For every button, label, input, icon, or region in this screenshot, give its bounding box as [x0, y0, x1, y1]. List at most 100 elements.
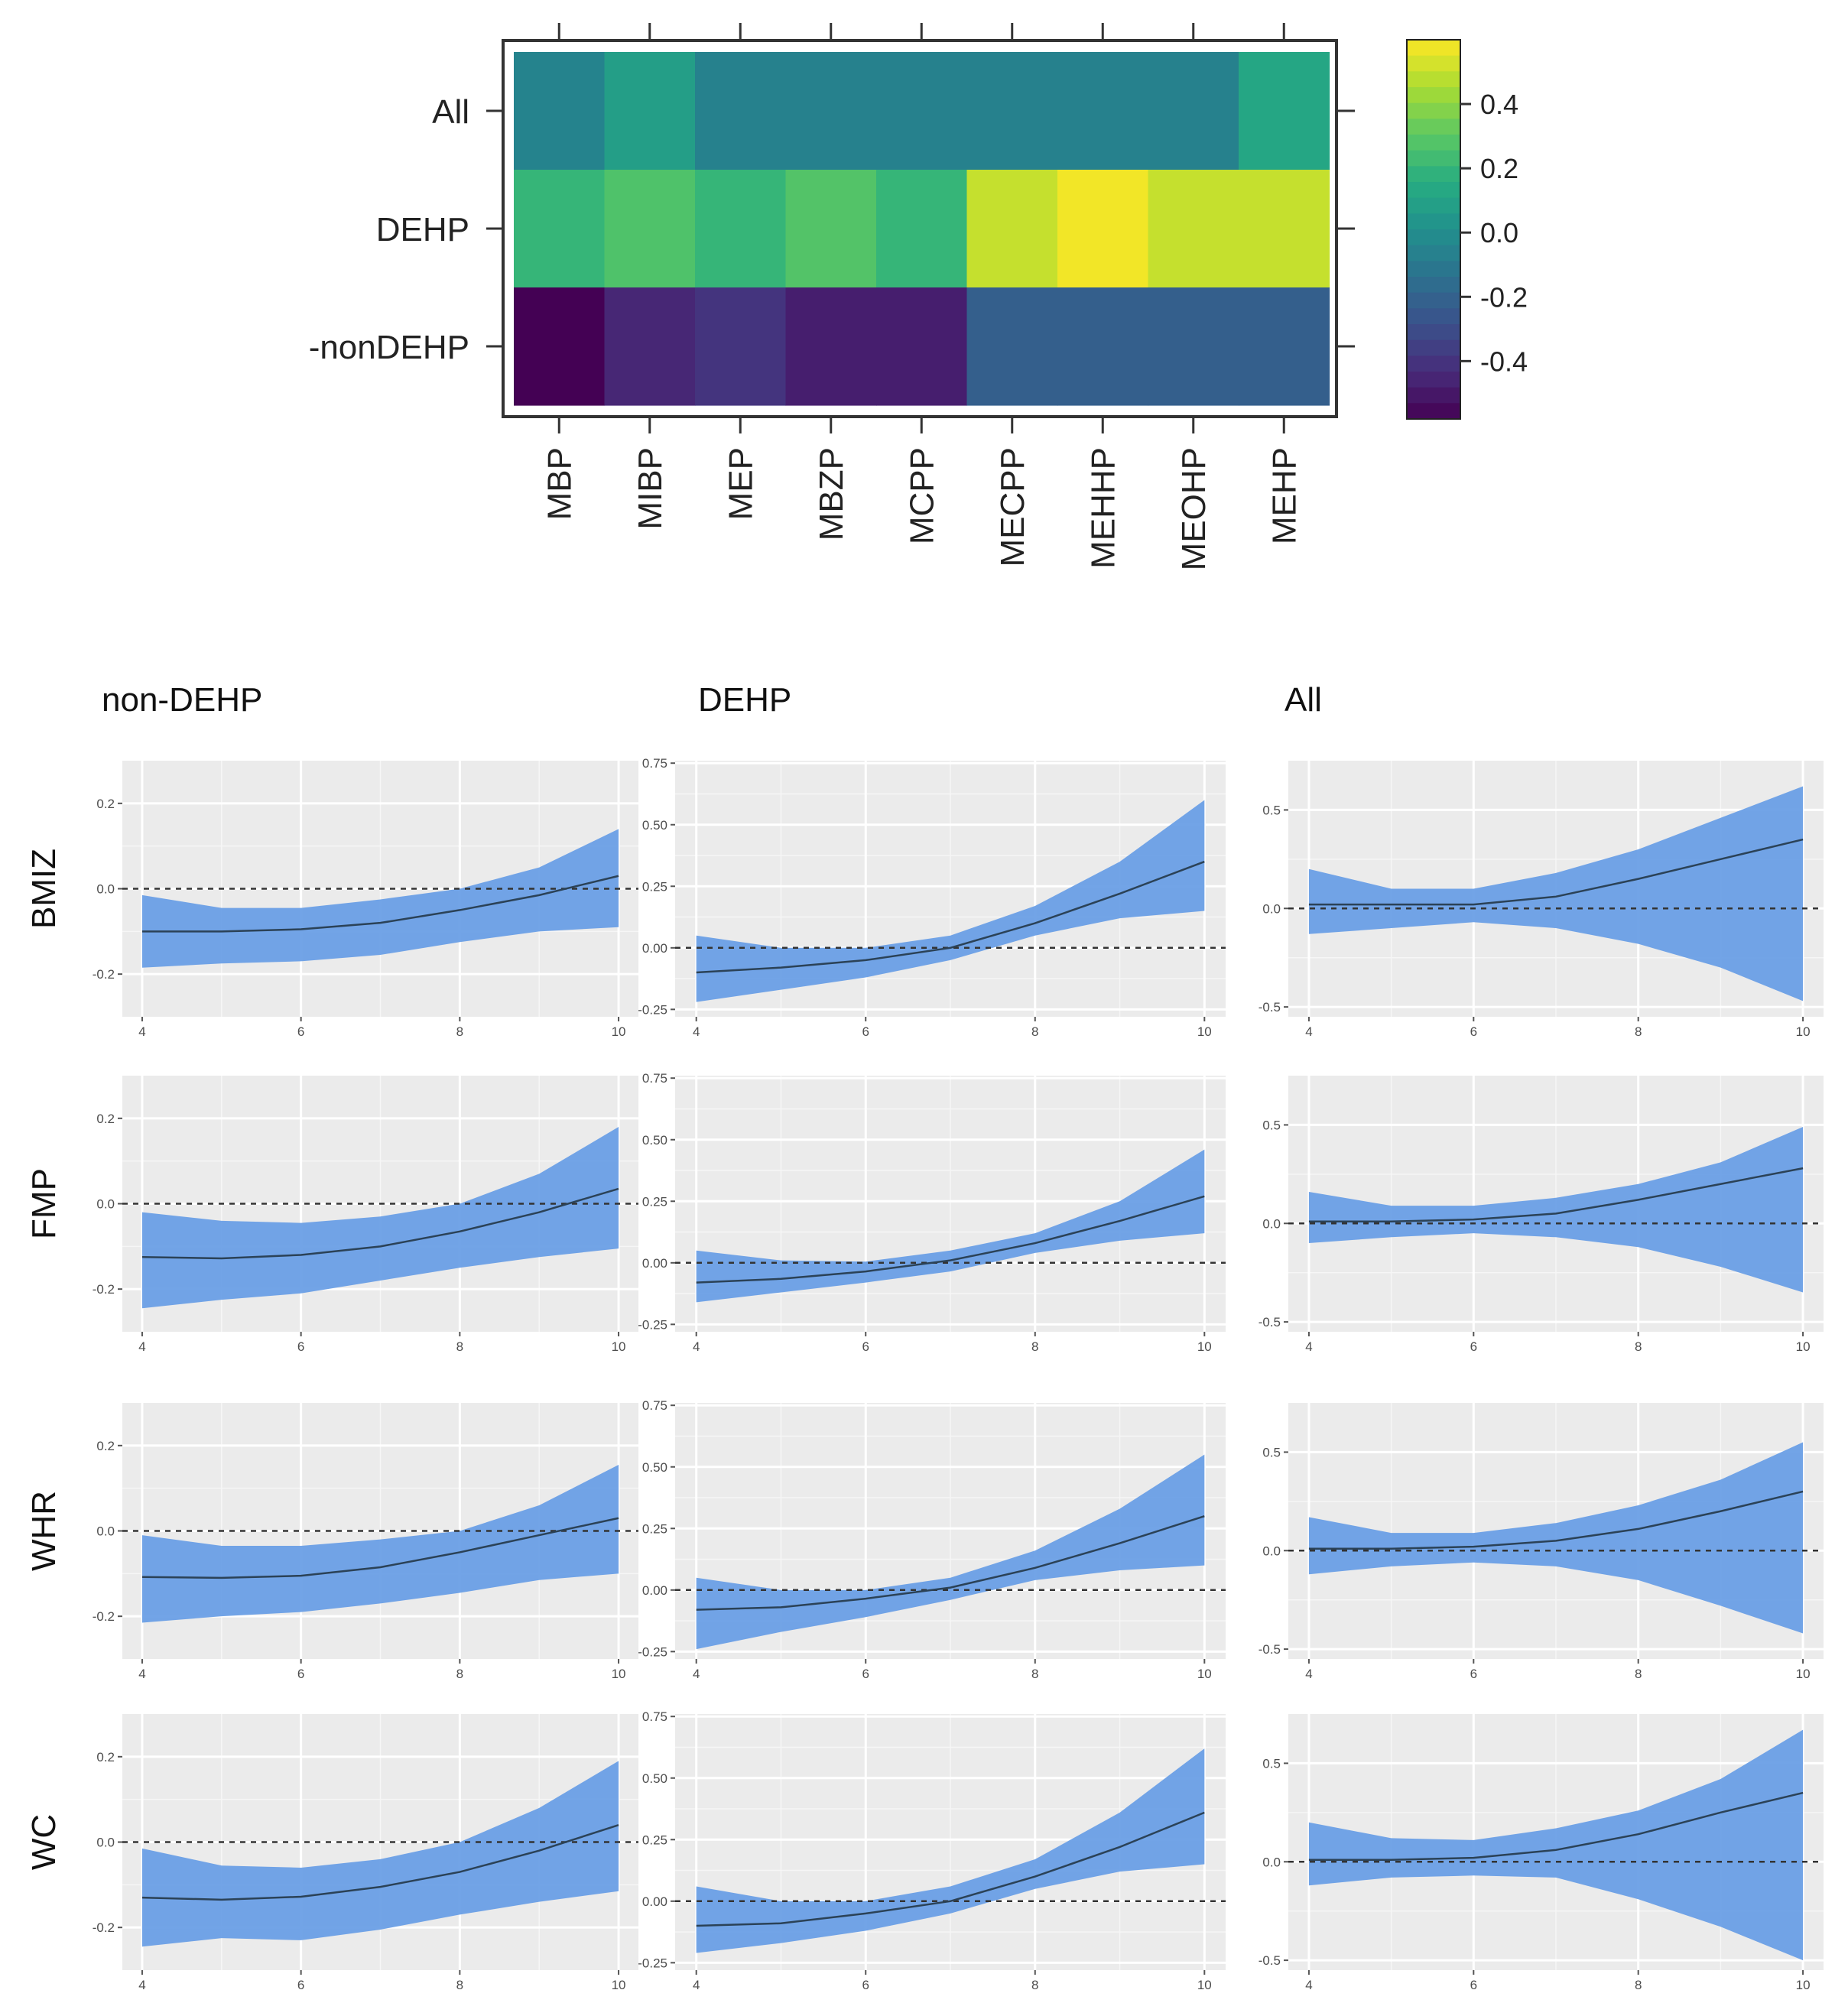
y-tick-label: 0.0	[96, 1197, 115, 1212]
colorbar-step	[1407, 229, 1460, 246]
colorbar-step	[1407, 372, 1460, 388]
fit-line	[696, 1514, 1205, 1611]
colorbar-step	[1407, 166, 1460, 183]
colorbar-tick-label: -0.4	[1480, 346, 1528, 377]
facet-grid: non-DEHP DEHP All BMIZ FMP WHR WC -0.2 0.0 0.2 4 6 8…	[25, 681, 1824, 1992]
y-tick-label: 0.5	[1262, 1118, 1281, 1132]
x-tick-label: 8	[1635, 1024, 1642, 1039]
facet-panel: -0.2 0.0 0.2 4 6 8 10	[93, 761, 638, 1039]
y-tick-label: -0.2	[93, 1609, 115, 1624]
confidence-band	[141, 829, 619, 968]
x-tick-label: 8	[1031, 1667, 1038, 1681]
x-tick-label: 10	[612, 1978, 626, 1992]
row-label: DEHP	[376, 211, 469, 248]
heatmap-cell	[785, 170, 877, 288]
colorbar-step	[1407, 135, 1460, 151]
x-tick-label: 8	[1031, 1978, 1038, 1992]
x-tick-label: 4	[1305, 1339, 1312, 1354]
y-tick-label: -0.2	[93, 967, 115, 982]
fit-line	[141, 1187, 619, 1260]
colorbar-step	[1407, 308, 1460, 325]
x-tick-label: 10	[1197, 1667, 1212, 1681]
y-tick-label: 0.00	[642, 941, 667, 956]
y-tick-label: 0.5	[1262, 803, 1281, 817]
x-tick-label: 10	[1197, 1024, 1212, 1039]
heatmap: All DEHP -nonDEHP MBP MIBP MEP MBZP MCPP MECPP ME…	[309, 23, 1355, 570]
x-tick-label: 6	[862, 1667, 869, 1681]
confidence-band	[1308, 1442, 1804, 1634]
x-tick-label: 4	[693, 1667, 700, 1681]
x-tick-label: 6	[1470, 1024, 1477, 1039]
y-tick-label: 0.0	[1262, 1544, 1281, 1558]
facet-panel: -0.2 0.0 0.2 4 6 8 10	[93, 1076, 638, 1354]
fit-line	[1308, 1490, 1804, 1550]
x-tick-label: 10	[1197, 1339, 1212, 1354]
col-label: MEHHP	[1084, 447, 1122, 569]
x-tick-label: 10	[1197, 1978, 1212, 1992]
x-tick-label: 6	[862, 1339, 869, 1354]
y-tick-label: 0.50	[642, 1133, 667, 1148]
heatmap-cell	[876, 170, 968, 288]
x-tick-label: 6	[862, 1024, 869, 1039]
confidence-band	[696, 1748, 1205, 1953]
x-tick-label: 4	[1305, 1978, 1312, 1992]
x-tick-label: 4	[138, 1339, 145, 1354]
colorbar-step	[1407, 277, 1460, 294]
heatmap-cell	[695, 170, 787, 288]
y-tick-label: -0.25	[638, 1317, 667, 1332]
heatmap-cell	[876, 52, 968, 170]
y-tick-label: 0.2	[96, 1112, 115, 1126]
confidence-band	[1308, 1729, 1804, 1961]
y-tick-label: 0.5	[1262, 1445, 1281, 1459]
heatmap-cell	[876, 287, 968, 406]
col-label: MCPP	[903, 447, 940, 544]
colorbar-step	[1407, 261, 1460, 278]
heatmap-cell	[604, 52, 696, 170]
confidence-band	[141, 1127, 619, 1309]
y-tick-label: 0.00	[642, 1583, 667, 1598]
col-label: MEOHP	[1175, 447, 1213, 570]
y-tick-label: 0.00	[642, 1894, 667, 1909]
colorbar: 0.4 0.2 0.0 -0.2 -0.4	[1406, 39, 1528, 420]
colorbar-border	[1406, 39, 1461, 420]
fit-line	[141, 1517, 619, 1579]
y-tick-label: 0.0	[1262, 1855, 1281, 1869]
colorbar-step	[1407, 339, 1460, 356]
x-tick-label: 10	[1796, 1667, 1811, 1681]
heatmap-cell	[1239, 287, 1330, 406]
confidence-band	[696, 1149, 1205, 1303]
row-title: FMP	[25, 1168, 63, 1239]
heatmap-cell	[1148, 287, 1239, 406]
heatmap-cell	[966, 170, 1058, 288]
facet-panel: -0.25 0.00 0.25 0.50 0.75 4 6 8 10	[638, 1071, 1226, 1354]
heatmap-cell	[604, 170, 696, 288]
col-label: MECPP	[994, 447, 1031, 566]
x-tick-label: 6	[1470, 1667, 1477, 1681]
colorbar-step	[1407, 182, 1460, 199]
confidence-band	[141, 1761, 619, 1947]
colorbar-step	[1407, 324, 1460, 341]
y-tick-label: 0.75	[642, 1398, 667, 1413]
heatmap-cell	[1148, 170, 1239, 288]
x-tick-label: 8	[1031, 1339, 1038, 1354]
colorbar-step	[1407, 150, 1460, 167]
column-title: All	[1284, 681, 1322, 719]
y-tick-label: 0.75	[642, 756, 667, 771]
heatmap-cell	[966, 287, 1058, 406]
y-tick-label: 0.25	[642, 1194, 667, 1209]
heatmap-cell	[1239, 170, 1330, 288]
x-tick-label: 4	[138, 1667, 145, 1681]
x-tick-label: 8	[1031, 1024, 1038, 1039]
y-tick-label: 0.2	[96, 1750, 115, 1764]
row-label: All	[432, 93, 469, 131]
col-label: MBZP	[813, 447, 850, 541]
row-title: BMIZ	[25, 849, 63, 929]
facet-panel: -0.25 0.00 0.25 0.50 0.75 4 6 8 10	[638, 756, 1226, 1039]
facet-panel: -0.2 0.0 0.2 4 6 8 10	[93, 1403, 638, 1681]
y-tick-label: 0.25	[642, 1833, 667, 1847]
y-tick-label: 0.25	[642, 879, 667, 894]
fit-line	[1308, 838, 1804, 906]
x-tick-label: 10	[612, 1339, 626, 1354]
y-tick-label: 0.75	[642, 1709, 667, 1724]
y-tick-label: 0.5	[1262, 1756, 1281, 1771]
